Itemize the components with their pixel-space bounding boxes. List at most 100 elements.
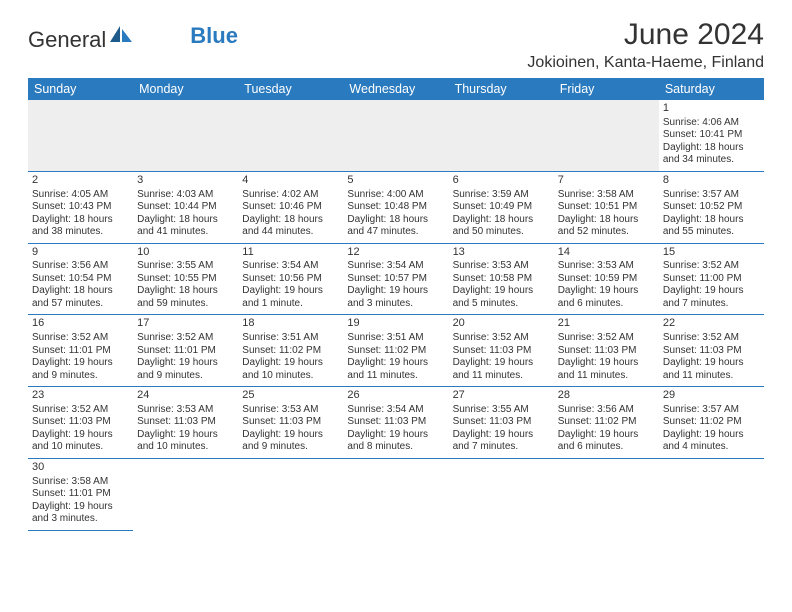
- sunset-line: Sunset: 11:03 PM: [347, 416, 426, 427]
- weekday-header: Monday: [133, 78, 238, 100]
- location-subtitle: Jokioinen, Kanta-Haeme, Finland: [527, 54, 764, 72]
- calendar-cell: [133, 100, 238, 171]
- sunset-line: Sunset: 11:01 PM: [32, 345, 111, 356]
- calendar-cell: [554, 458, 659, 530]
- calendar-cell: [238, 100, 343, 171]
- daylight-line: Daylight: 18 hours and 34 minutes.: [663, 142, 744, 166]
- sunset-line: Sunset: 11:03 PM: [558, 345, 637, 356]
- calendar-cell: 14Sunrise: 3:53 AMSunset: 10:59 PMDaylig…: [554, 243, 659, 315]
- weekday-header: Thursday: [449, 78, 554, 100]
- daylight-line: Daylight: 18 hours and 44 minutes.: [242, 214, 323, 238]
- daylight-line: Daylight: 19 hours and 11 minutes.: [663, 357, 744, 381]
- logo: General Blue: [28, 24, 238, 56]
- day-number: 24: [137, 389, 234, 403]
- day-number: 6: [453, 174, 550, 188]
- calendar-cell: 12Sunrise: 3:54 AMSunset: 10:57 PMDaylig…: [343, 243, 448, 315]
- day-number: 4: [242, 174, 339, 188]
- sunset-line: Sunset: 11:03 PM: [453, 416, 532, 427]
- weekday-header: Tuesday: [238, 78, 343, 100]
- sunset-line: Sunset: 10:46 PM: [242, 201, 322, 212]
- weekday-header: Friday: [554, 78, 659, 100]
- sunrise-line: Sunrise: 3:55 AM: [453, 404, 529, 415]
- calendar-row: 16Sunrise: 3:52 AMSunset: 11:01 PMDaylig…: [28, 315, 764, 387]
- calendar-cell: 19Sunrise: 3:51 AMSunset: 11:02 PMDaylig…: [343, 315, 448, 387]
- calendar-cell: 26Sunrise: 3:54 AMSunset: 11:03 PMDaylig…: [343, 387, 448, 459]
- calendar-cell: 11Sunrise: 3:54 AMSunset: 10:56 PMDaylig…: [238, 243, 343, 315]
- sunrise-line: Sunrise: 3:53 AM: [137, 404, 213, 415]
- calendar-cell: 7Sunrise: 3:58 AMSunset: 10:51 PMDayligh…: [554, 171, 659, 243]
- calendar-cell: 25Sunrise: 3:53 AMSunset: 11:03 PMDaylig…: [238, 387, 343, 459]
- calendar-cell: 13Sunrise: 3:53 AMSunset: 10:58 PMDaylig…: [449, 243, 554, 315]
- sunrise-line: Sunrise: 3:55 AM: [137, 260, 213, 271]
- sunset-line: Sunset: 10:49 PM: [453, 201, 533, 212]
- day-number: 26: [347, 389, 444, 403]
- sunrise-line: Sunrise: 3:58 AM: [32, 476, 108, 487]
- calendar-cell: 21Sunrise: 3:52 AMSunset: 11:03 PMDaylig…: [554, 315, 659, 387]
- daylight-line: Daylight: 18 hours and 52 minutes.: [558, 214, 639, 238]
- sunset-line: Sunset: 11:03 PM: [453, 345, 532, 356]
- daylight-line: Daylight: 18 hours and 50 minutes.: [453, 214, 534, 238]
- daylight-line: Daylight: 19 hours and 9 minutes.: [32, 357, 113, 381]
- calendar-row: 9Sunrise: 3:56 AMSunset: 10:54 PMDayligh…: [28, 243, 764, 315]
- daylight-line: Daylight: 19 hours and 11 minutes.: [558, 357, 639, 381]
- sunrise-line: Sunrise: 4:03 AM: [137, 189, 213, 200]
- calendar-row: 23Sunrise: 3:52 AMSunset: 11:03 PMDaylig…: [28, 387, 764, 459]
- calendar-table: Sunday Monday Tuesday Wednesday Thursday…: [28, 78, 764, 531]
- calendar-cell: 23Sunrise: 3:52 AMSunset: 11:03 PMDaylig…: [28, 387, 133, 459]
- daylight-line: Daylight: 19 hours and 1 minute.: [242, 285, 323, 309]
- daylight-line: Daylight: 19 hours and 6 minutes.: [558, 285, 639, 309]
- day-number: 1: [663, 102, 760, 116]
- sunrise-line: Sunrise: 3:54 AM: [347, 260, 423, 271]
- sunset-line: Sunset: 10:48 PM: [347, 201, 427, 212]
- sunset-line: Sunset: 10:44 PM: [137, 201, 217, 212]
- sunrise-line: Sunrise: 3:58 AM: [558, 189, 634, 200]
- day-number: 15: [663, 246, 760, 260]
- sunset-line: Sunset: 11:03 PM: [663, 345, 742, 356]
- calendar-cell: 10Sunrise: 3:55 AMSunset: 10:55 PMDaylig…: [133, 243, 238, 315]
- day-number: 30: [32, 461, 129, 475]
- day-number: 22: [663, 317, 760, 331]
- weekday-header: Wednesday: [343, 78, 448, 100]
- daylight-line: Daylight: 19 hours and 7 minutes.: [453, 429, 534, 453]
- daylight-line: Daylight: 19 hours and 8 minutes.: [347, 429, 428, 453]
- calendar-cell: 28Sunrise: 3:56 AMSunset: 11:02 PMDaylig…: [554, 387, 659, 459]
- day-number: 13: [453, 246, 550, 260]
- weekday-header-row: Sunday Monday Tuesday Wednesday Thursday…: [28, 78, 764, 100]
- sunrise-line: Sunrise: 3:53 AM: [558, 260, 634, 271]
- calendar-cell: 17Sunrise: 3:52 AMSunset: 11:01 PMDaylig…: [133, 315, 238, 387]
- sunset-line: Sunset: 10:54 PM: [32, 273, 112, 284]
- calendar-cell: 9Sunrise: 3:56 AMSunset: 10:54 PMDayligh…: [28, 243, 133, 315]
- calendar-cell: [28, 100, 133, 171]
- day-number: 14: [558, 246, 655, 260]
- sunrise-line: Sunrise: 3:56 AM: [558, 404, 634, 415]
- sunrise-line: Sunrise: 4:06 AM: [663, 117, 739, 128]
- sunrise-line: Sunrise: 3:52 AM: [137, 332, 213, 343]
- day-number: 17: [137, 317, 234, 331]
- weekday-header: Sunday: [28, 78, 133, 100]
- sunrise-line: Sunrise: 4:05 AM: [32, 189, 108, 200]
- daylight-line: Daylight: 19 hours and 10 minutes.: [32, 429, 113, 453]
- day-number: 18: [242, 317, 339, 331]
- daylight-line: Daylight: 18 hours and 41 minutes.: [137, 214, 218, 238]
- calendar-cell: 3Sunrise: 4:03 AMSunset: 10:44 PMDayligh…: [133, 171, 238, 243]
- sunrise-line: Sunrise: 3:52 AM: [32, 332, 108, 343]
- sunset-line: Sunset: 11:00 PM: [663, 273, 742, 284]
- sunrise-line: Sunrise: 3:51 AM: [242, 332, 318, 343]
- sunset-line: Sunset: 11:03 PM: [32, 416, 111, 427]
- calendar-cell: [449, 458, 554, 530]
- sunset-line: Sunset: 10:43 PM: [32, 201, 112, 212]
- daylight-line: Daylight: 19 hours and 3 minutes.: [347, 285, 428, 309]
- sunrise-line: Sunrise: 3:53 AM: [453, 260, 529, 271]
- day-number: 20: [453, 317, 550, 331]
- daylight-line: Daylight: 18 hours and 57 minutes.: [32, 285, 113, 309]
- sunrise-line: Sunrise: 3:57 AM: [663, 189, 739, 200]
- sunset-line: Sunset: 11:01 PM: [32, 488, 111, 499]
- day-number: 23: [32, 389, 129, 403]
- day-number: 29: [663, 389, 760, 403]
- calendar-row: 30Sunrise: 3:58 AMSunset: 11:01 PMDaylig…: [28, 458, 764, 530]
- calendar-cell: 16Sunrise: 3:52 AMSunset: 11:01 PMDaylig…: [28, 315, 133, 387]
- calendar-cell: 6Sunrise: 3:59 AMSunset: 10:49 PMDayligh…: [449, 171, 554, 243]
- calendar-cell: 27Sunrise: 3:55 AMSunset: 11:03 PMDaylig…: [449, 387, 554, 459]
- day-number: 21: [558, 317, 655, 331]
- calendar-cell: 30Sunrise: 3:58 AMSunset: 11:01 PMDaylig…: [28, 458, 133, 530]
